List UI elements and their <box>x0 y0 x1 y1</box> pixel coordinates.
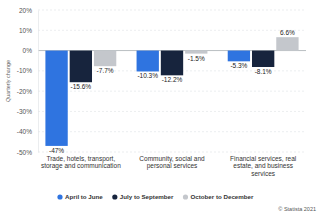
y-axis-title: Quarterly change <box>5 60 11 102</box>
bar <box>276 37 298 50</box>
y-tick-label: -30% <box>17 108 32 115</box>
legend-item: April to June <box>57 193 103 200</box>
bar <box>185 51 207 54</box>
legend-item: July to September <box>112 193 174 200</box>
y-tick: -50% <box>17 149 38 156</box>
y-tick-label: 10% <box>19 27 32 34</box>
grid-line <box>38 152 306 153</box>
y-tick-label: 0% <box>23 47 33 54</box>
data-label: -1.5% <box>188 55 205 62</box>
data-label: -5.3% <box>230 62 247 69</box>
legend: April to June July to September October to… <box>57 193 254 200</box>
y-tick: -40% <box>17 128 38 135</box>
x-tick-label: Financial services, realestate, and busi… <box>230 155 297 177</box>
bar <box>228 51 250 62</box>
bar <box>45 51 67 146</box>
legend-label: July to September <box>120 193 174 200</box>
y-tick: 0% <box>23 47 38 54</box>
y-tick-label: -40% <box>17 128 32 135</box>
legend-swatch <box>57 194 62 199</box>
y-tick: -10% <box>17 67 38 74</box>
grid-line <box>38 131 306 132</box>
legend-swatch <box>183 194 188 199</box>
y-tick-label: -20% <box>17 88 32 95</box>
x-tick: Community, social andpersonal services <box>139 152 205 170</box>
bar <box>94 51 116 67</box>
grid-line <box>38 30 306 31</box>
bar <box>137 51 159 72</box>
x-tick-label: Trade, hotels, transport,storage and com… <box>41 155 121 170</box>
data-label: 6.6% <box>280 29 295 36</box>
x-axis: Trade, hotels, transport,storage and com… <box>39 152 307 177</box>
data-label: -7.7% <box>97 67 114 74</box>
legend-swatch <box>112 194 117 199</box>
credit: © Statista 2021 <box>278 206 316 212</box>
legend-item: October to December <box>183 193 254 200</box>
data-label: -47% <box>49 147 64 154</box>
data-label: -12.2% <box>162 76 183 83</box>
bars <box>45 37 298 146</box>
bar <box>70 51 92 83</box>
y-axis-line <box>38 11 39 153</box>
y-tick: 20% <box>19 7 38 14</box>
bar <box>161 51 183 76</box>
x-axis-line <box>39 152 307 153</box>
y-tick-label: -50% <box>17 149 32 156</box>
grid <box>38 10 306 152</box>
data-label: -15.6% <box>71 83 92 90</box>
y-tick-label: -10% <box>17 67 32 74</box>
legend-label: April to June <box>65 193 103 200</box>
y-tick: -20% <box>17 88 38 95</box>
y-axis: -50% -40% -30% -20% -10% 0% 10% 20% <box>17 7 39 156</box>
data-label: -10.3% <box>137 72 158 79</box>
y-tick-label: 20% <box>19 7 32 14</box>
chart: -50% -40% -30% -20% -10% 0% 10% 20% -47% -10.3% -5… <box>0 0 320 214</box>
bar <box>252 51 274 67</box>
grid-line <box>38 10 306 11</box>
y-tick: -30% <box>17 108 38 115</box>
x-tick-label: Community, social andpersonal services <box>139 155 205 170</box>
y-tick: 10% <box>19 27 38 34</box>
grid-line <box>38 111 306 112</box>
grid-line <box>38 91 306 92</box>
x-tick: Financial services, realestate, and busi… <box>230 152 297 177</box>
legend-label: October to December <box>190 193 254 200</box>
x-tick: Trade, hotels, transport,storage and com… <box>41 152 121 170</box>
data-label: -8.1% <box>255 68 272 75</box>
plot: -50% -40% -30% -20% -10% 0% 10% 20% -47% -10.3% -5… <box>17 7 307 177</box>
data-labels: -47% -10.3% -5.3% -15.6% -12.2% -8.1% -7.7% -1.… <box>49 29 295 154</box>
